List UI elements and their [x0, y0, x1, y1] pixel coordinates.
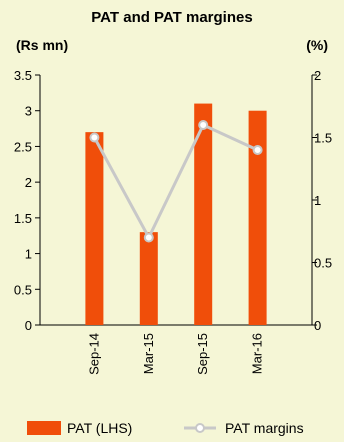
bar-series: [85, 103, 267, 325]
legend: PAT (LHS) PAT margins: [27, 420, 304, 436]
axes: 0 0.5 1 1.5 2 2.5 3 3.5 0 0.5 1 1.5 2: [14, 68, 332, 333]
line-series: [89, 120, 263, 243]
x-axis-labels: Sep-14 Mar-15 Sep-15 Mar-16: [86, 333, 264, 375]
y-left-tick-label: 2: [25, 175, 32, 190]
legend-label-margin: PAT margins: [225, 420, 304, 436]
line-pat-margins: [93, 123, 259, 241]
y-left-tick-label: 0: [25, 318, 32, 333]
point-pat-margin: [89, 132, 100, 143]
legend-swatch-margin-marker: [195, 423, 205, 433]
x-category-label: Mar-15: [141, 333, 156, 374]
x-category-label: Sep-15: [195, 333, 210, 375]
y-left-tick-label: 2.5: [14, 139, 32, 154]
y-left-tick-label: 1.5: [14, 211, 32, 226]
y-right-tick-label: 1.5: [314, 131, 332, 146]
y-right-axis-label: (%): [306, 37, 328, 53]
y-left-tick-label: 3.5: [14, 68, 32, 83]
y-left-tick-label: 3: [25, 104, 32, 119]
point-pat-margin: [198, 120, 209, 130]
point-pat-margin: [143, 232, 154, 243]
legend-swatch-pat: [27, 421, 61, 435]
legend-label-pat: PAT (LHS): [67, 420, 132, 436]
chart-title: PAT and PAT margines: [91, 9, 252, 26]
y-left-tick-label: 0.5: [14, 282, 32, 297]
x-category-label: Sep-14: [86, 333, 101, 375]
bar-pat: [248, 110, 267, 325]
bar-pat: [139, 232, 158, 325]
y-right-tick-label: 1: [314, 193, 321, 208]
x-category-label: Mar-16: [250, 333, 265, 374]
bar-pat: [85, 132, 104, 325]
bar-pat: [194, 103, 213, 325]
point-pat-margin: [252, 145, 263, 155]
y-right-tick-label: 2: [314, 68, 321, 83]
y-left-axis-label: (Rs mn): [16, 37, 68, 53]
y-right-tick-label: 0.5: [314, 256, 332, 271]
y-right-tick-label: 0: [314, 318, 321, 333]
y-left-tick-label: 1: [25, 247, 32, 262]
